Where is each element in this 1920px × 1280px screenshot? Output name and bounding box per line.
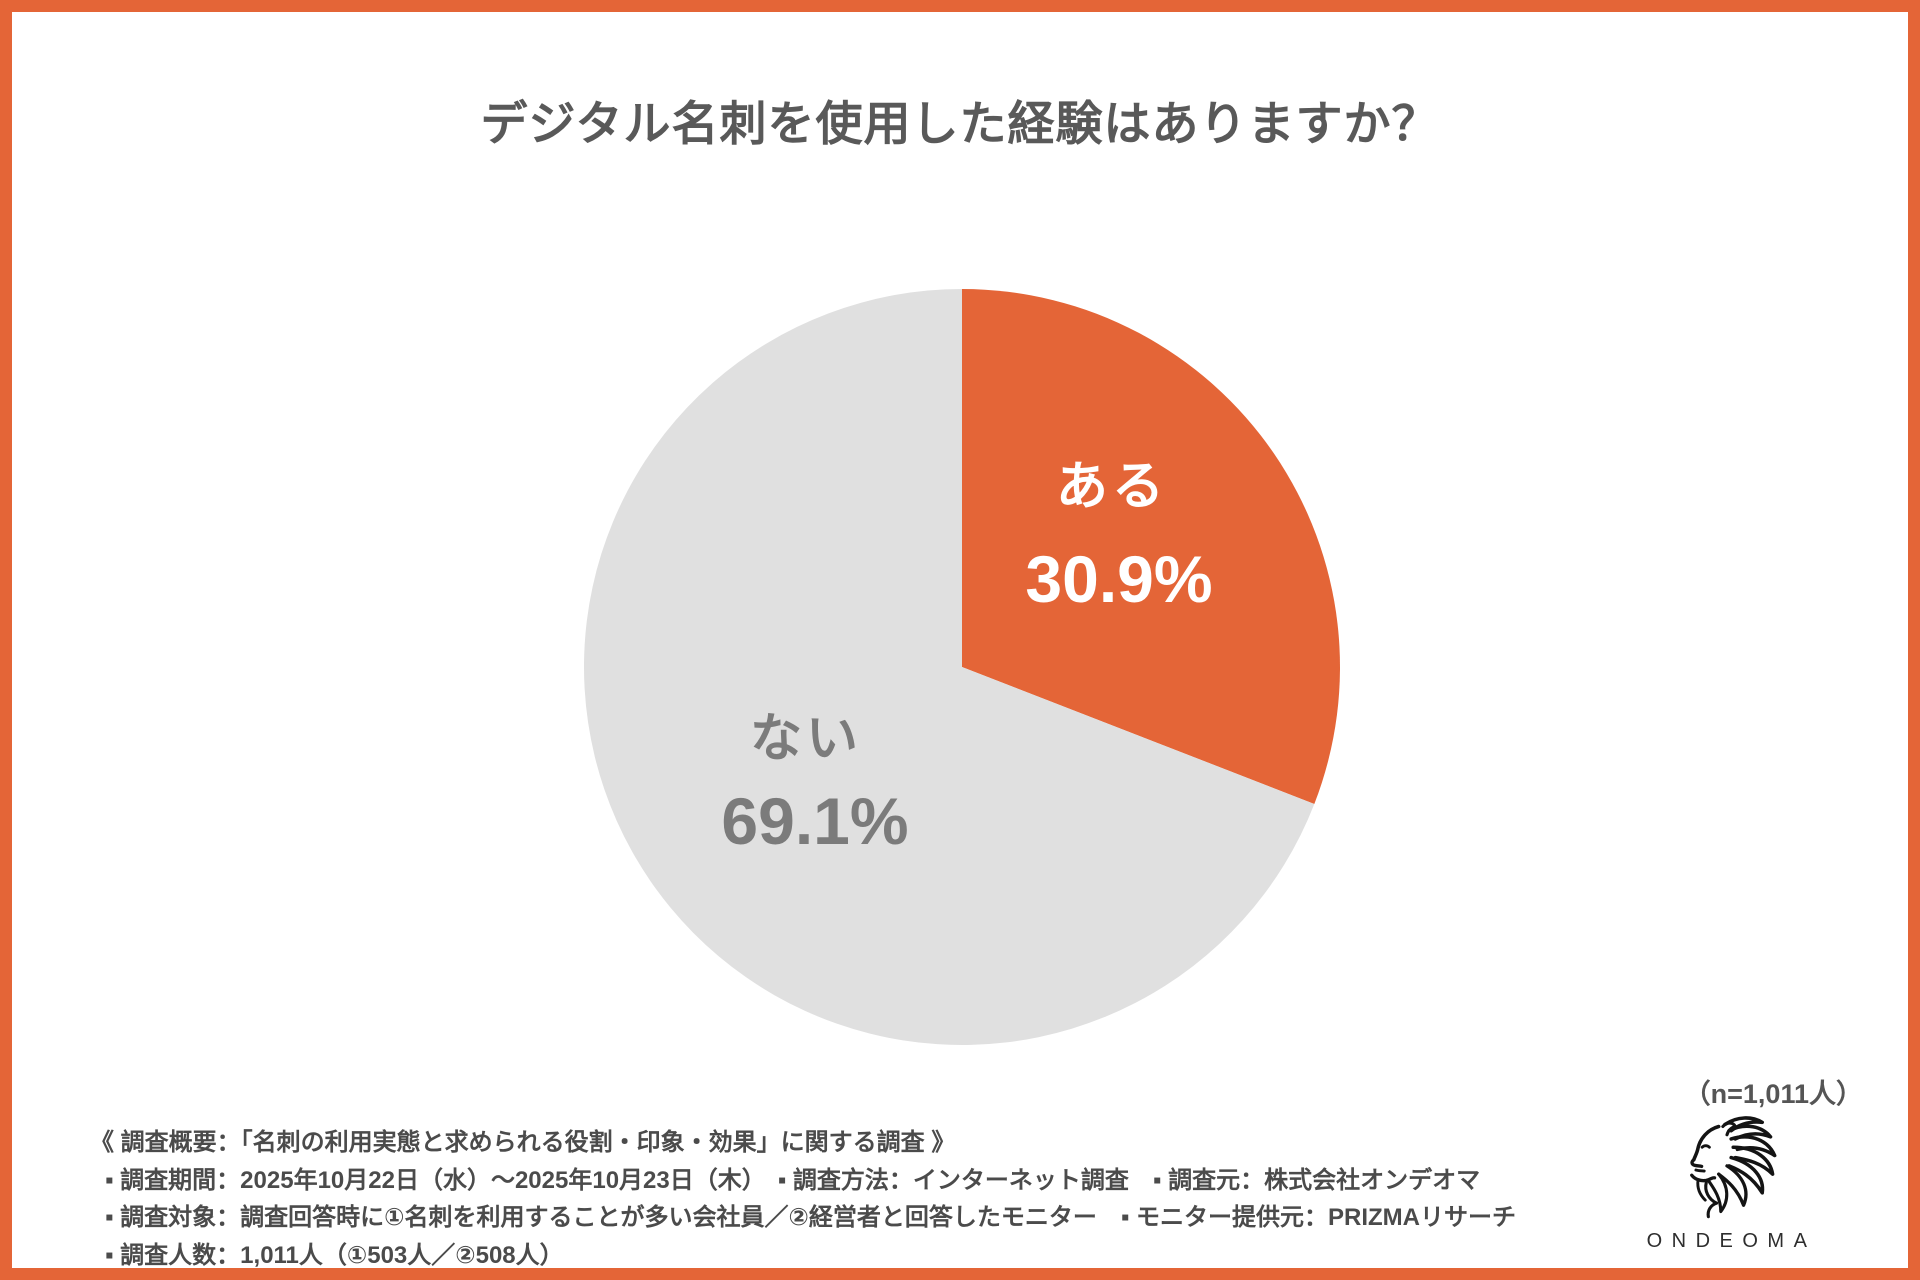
slice-value-nai: 69.1% bbox=[721, 784, 909, 858]
ondeoma-logo: ONDEOMA bbox=[1622, 1112, 1832, 1253]
slice-value-aru: 30.9% bbox=[1025, 542, 1213, 616]
pie-svg bbox=[583, 289, 1340, 1045]
lion-icon bbox=[1690, 1116, 1777, 1219]
survey-note-line: ▪ 調査対象：調査回答時に①名刺を利用することが多い会社員／②経営者と回答したモ… bbox=[105, 1204, 1516, 1231]
survey-note-line: 《 調査概要：「名刺の利用実態と求められる役割・印象・効果」に関する調査 》 bbox=[90, 1129, 956, 1156]
ondeoma-wordmark: ONDEOMA bbox=[1646, 1230, 1817, 1252]
pie-slice-ない bbox=[583, 289, 1315, 1045]
survey-note-line: ▪ 調査人数：1,011人（①503人／②508人） bbox=[105, 1241, 564, 1269]
slice-label-aru: ある bbox=[1055, 458, 1169, 516]
slice-label-nai: ない bbox=[749, 710, 863, 768]
survey-overview-notes: 《 調査概要：「名刺の利用実態と求められる役割・印象・効果」に関する調査 》 ▪… bbox=[90, 1124, 1516, 1274]
sample-size-note: （n=1,011人） bbox=[1683, 1079, 1863, 1109]
survey-note-line: ▪ 調査期間：2025年10月22日（水）～2025年10月23日（木） ▪ 調… bbox=[105, 1166, 1481, 1194]
chart-title: デジタル名刺を使用した経験はありますか？ bbox=[480, 97, 1440, 150]
pie-slice-ある bbox=[962, 289, 1340, 804]
